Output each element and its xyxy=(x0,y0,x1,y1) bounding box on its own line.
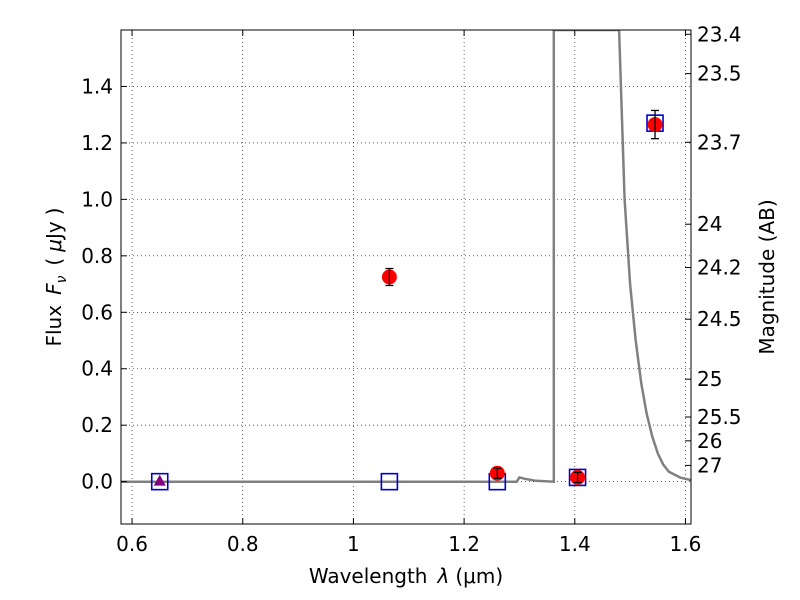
y-axis-title: FluxFν(μJy) xyxy=(42,207,70,346)
y-tick-label: 0.6 xyxy=(81,300,113,324)
y-tick-label: 0.4 xyxy=(81,357,113,381)
mag-tick-label: 25.5 xyxy=(697,405,742,429)
x-tick-label: 1.2 xyxy=(448,532,480,556)
x-tick-label: 1.4 xyxy=(559,532,591,556)
model-sed-line xyxy=(121,30,691,484)
mag-tick-label: 26 xyxy=(697,429,722,453)
mag-tick-label: 24.2 xyxy=(697,256,742,280)
y-tick-label: 1.4 xyxy=(81,74,113,98)
mag-tick-label: 24 xyxy=(697,212,722,236)
plot-series-group xyxy=(121,30,691,491)
x-tick-label: 1 xyxy=(347,532,360,556)
model-square-marker xyxy=(150,472,169,491)
y-tick-label: 1.0 xyxy=(81,187,113,211)
mag-tick-label: 24.5 xyxy=(697,307,742,331)
model-square-marker xyxy=(380,472,399,491)
plot-layer xyxy=(121,30,691,491)
mag-tick-label: 25 xyxy=(697,367,722,391)
y-tick-label: 0.2 xyxy=(81,413,113,437)
x-axis-title: Wavelength λ (μm) xyxy=(309,564,503,588)
y-tick-label: 0.8 xyxy=(81,244,113,268)
y-tick-label: 0.0 xyxy=(81,470,113,494)
model-square-marker xyxy=(568,468,587,487)
tick-layer: 0.6 0.8 1 1.2 1.4 1.6 0.0 0.2 0.4 0.6 0.8 1.0 1.2 1.4… xyxy=(81,22,741,556)
upper-limit-marker xyxy=(153,474,166,486)
y-tick-label: 1.2 xyxy=(81,131,113,155)
mag-tick-label: 23.5 xyxy=(697,62,742,86)
mag-tick-label: 27 xyxy=(697,453,722,477)
mag-tick-label: 23.4 xyxy=(697,22,742,46)
x-tick-label: 1.6 xyxy=(670,532,702,556)
plot-frame xyxy=(120,29,692,525)
y2-axis-title: Magnitude (AB) xyxy=(755,199,779,354)
x-tick-label: 0.6 xyxy=(116,532,148,556)
x-tick-label: 0.8 xyxy=(227,532,259,556)
mag-tick-label: 23.7 xyxy=(697,130,742,154)
